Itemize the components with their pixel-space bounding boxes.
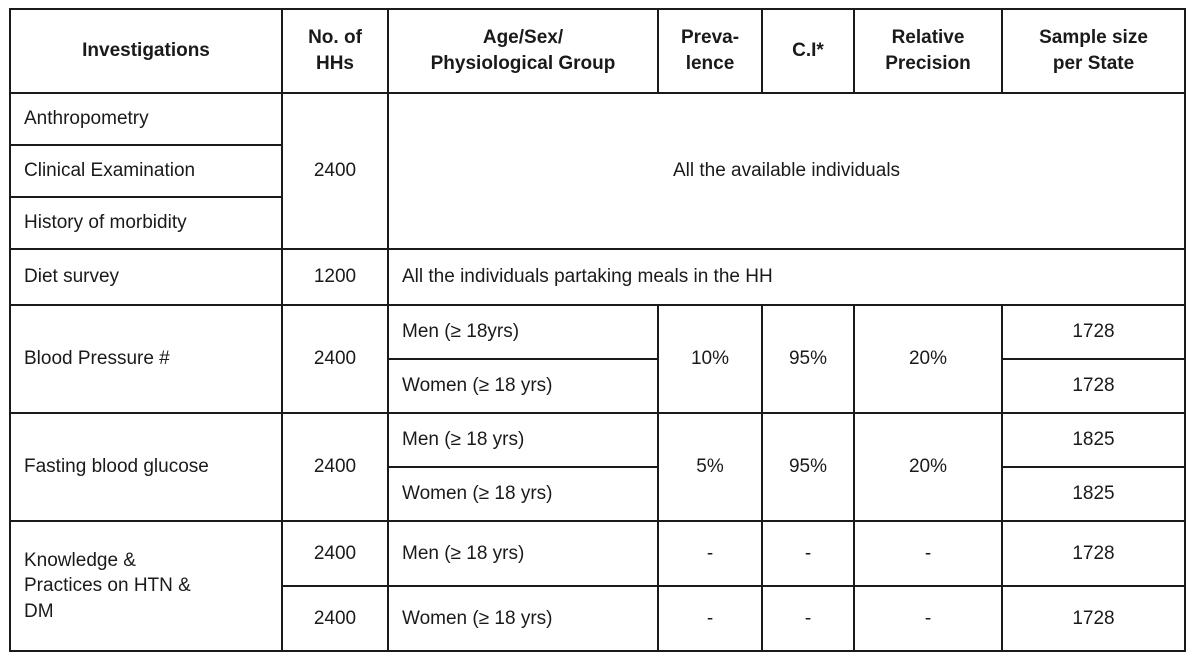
cell-group-fbg-women: Women (≥ 18 yrs): [387, 466, 659, 522]
cell-group-knowledge-women: Women (≥ 18 yrs): [387, 585, 659, 652]
table-row: Anthropometry 2400 All the available ind…: [9, 92, 1186, 250]
cell-prevalence-bp: 10%: [657, 304, 763, 414]
cell-sample-bp-men: 1728: [1001, 304, 1186, 360]
cell-sample-knowledge-women: 1728: [1001, 585, 1186, 652]
cell-hhs-diet-survey: 1200: [281, 248, 389, 306]
cell-investigation-blood-pressure: Blood Pressure #: [9, 304, 283, 414]
header-row: Investigations No. of HHs Age/Sex/ Physi…: [9, 8, 1186, 94]
cell-hhs-blood-pressure: 2400: [281, 304, 389, 414]
cell-sample-bp-women: 1728: [1001, 358, 1186, 414]
cell-sample-fbg-women: 1825: [1001, 466, 1186, 522]
cell-investigation-history-of-morbidity: History of morbidity: [9, 196, 283, 250]
table-row: Women (≥ 18 yrs) 1825: [10, 466, 1186, 522]
cell-ci-knowledge-women: -: [761, 585, 855, 652]
cell-group-fbg-men: Men (≥ 18 yrs): [387, 412, 659, 468]
cell-group-knowledge-men: Men (≥ 18 yrs): [387, 520, 659, 587]
col-header-no-of-hhs: No. of HHs: [281, 8, 389, 94]
cell-prevalence-knowledge-women: -: [657, 585, 763, 652]
cell-prevalence-knowledge-men: -: [657, 520, 763, 587]
table-row: Fasting blood glucose 2400 Men (≥ 18 yrs…: [9, 412, 1186, 522]
cell-hhs-knowledge-women: 2400: [281, 585, 389, 652]
cell-ci-bp: 95%: [761, 304, 855, 414]
col-header-prevalence: Preva- lence: [657, 8, 763, 94]
cell-ci-knowledge-men: -: [761, 520, 855, 587]
table-row: History of morbidity: [9, 196, 1185, 250]
cell-hhs-anthropometry-group: 2400: [281, 92, 389, 250]
cell-investigation-fasting-blood-glucose: Fasting blood glucose: [9, 412, 283, 522]
table-row: Women (≥ 18 yrs) 1728: [10, 358, 1186, 414]
cell-precision-knowledge-men: -: [853, 520, 1003, 587]
cell-note-diet-survey: All the individuals partaking meals in t…: [387, 248, 1186, 306]
cell-investigation-anthropometry: Anthropometry: [9, 92, 283, 146]
table-row: Diet survey 1200 All the individuals par…: [9, 248, 1186, 306]
table-row: 2400 Women (≥ 18 yrs) - - - 1728: [10, 585, 1186, 652]
col-header-age-sex-group: Age/Sex/ Physiological Group: [387, 8, 659, 94]
cell-prevalence-fbg: 5%: [657, 412, 763, 522]
col-header-sample-size: Sample size per State: [1001, 8, 1186, 94]
cell-precision-knowledge-women: -: [853, 585, 1003, 652]
cell-precision-bp: 20%: [853, 304, 1003, 414]
cell-investigation-diet-survey: Diet survey: [9, 248, 283, 306]
col-header-ci: C.I*: [761, 8, 855, 94]
cell-group-bp-men: Men (≥ 18yrs): [387, 304, 659, 360]
cell-sample-knowledge-men: 1728: [1001, 520, 1186, 587]
cell-hhs-fbg: 2400: [281, 412, 389, 522]
cell-ci-fbg: 95%: [761, 412, 855, 522]
table-row: Blood Pressure # 2400 Men (≥ 18yrs) 10% …: [9, 304, 1186, 414]
cell-sample-fbg-men: 1825: [1001, 412, 1186, 468]
col-header-relative-precision: Relative Precision: [853, 8, 1003, 94]
table-row: Clinical Examination: [9, 144, 1185, 198]
table-row: Knowledge & Practices on HTN & DM 2400 M…: [9, 520, 1186, 652]
cell-group-bp-women: Women (≥ 18 yrs): [387, 358, 659, 414]
cell-investigation-clinical-examination: Clinical Examination: [9, 144, 283, 198]
col-header-investigations: Investigations: [9, 8, 283, 94]
cell-hhs-knowledge-men: 2400: [281, 520, 389, 587]
cell-note-all-available-individuals: All the available individuals: [387, 92, 1186, 250]
sampling-design-table: Investigations No. of HHs Age/Sex/ Physi…: [9, 8, 1186, 652]
cell-precision-fbg: 20%: [853, 412, 1003, 522]
cell-investigation-knowledge-practices: Knowledge & Practices on HTN & DM: [9, 520, 283, 652]
